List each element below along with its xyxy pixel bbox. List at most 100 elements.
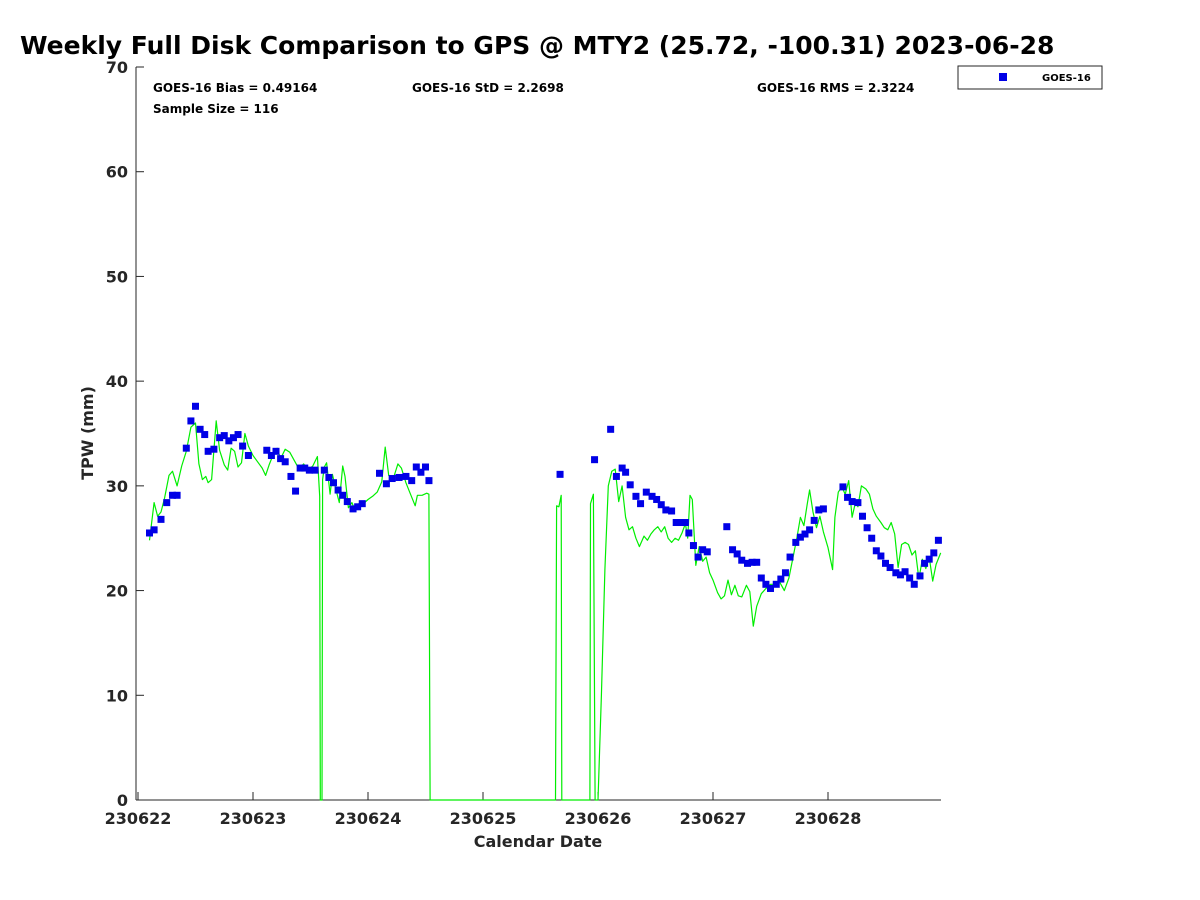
x-tick-label: 230622	[105, 809, 172, 828]
goes16-point	[220, 432, 228, 440]
goes16-point	[738, 556, 746, 564]
goes16-point	[425, 477, 433, 485]
goes16-point	[733, 550, 741, 558]
goes16-points	[146, 402, 942, 592]
goes16-point	[334, 486, 342, 494]
goes16-point	[767, 584, 774, 592]
goes16-point	[339, 491, 347, 499]
goes16-point	[182, 444, 190, 452]
goes16-point	[685, 529, 693, 537]
goes16-point	[854, 499, 862, 507]
goes16-point	[169, 491, 176, 499]
goes16-point	[896, 571, 904, 579]
goes16-point	[196, 425, 204, 433]
y-tick-label: 0	[117, 791, 128, 810]
goes16-point	[325, 473, 333, 481]
goes16-point	[210, 445, 218, 453]
legend: GOES-16	[957, 65, 1103, 90]
goes16-point	[618, 464, 626, 472]
goes16-point	[744, 559, 751, 567]
goes16-point	[412, 463, 420, 471]
y-axis-ticks: 0 10 20 30 40 50 60 70	[106, 58, 144, 810]
y-tick-label: 20	[106, 582, 128, 601]
goes16-point	[819, 505, 827, 513]
goes16-point	[681, 519, 689, 527]
goes16-point	[408, 477, 416, 485]
goes16-point	[930, 549, 938, 557]
goes16-point	[395, 473, 403, 481]
x-tick-label: 230624	[335, 809, 402, 828]
goes16-point	[657, 501, 665, 509]
goes16-point	[612, 472, 620, 480]
goes16-point	[668, 507, 676, 515]
goes16-point	[839, 483, 847, 491]
sample-size-stat: Sample Size = 116	[153, 102, 279, 116]
goes16-point	[653, 495, 661, 503]
goes16-point	[320, 466, 328, 474]
goes16-point	[892, 569, 900, 577]
goes16-point	[863, 524, 871, 532]
goes16-point	[757, 574, 765, 582]
goes16-point	[777, 575, 785, 583]
y-tick-label: 30	[106, 477, 128, 496]
goes16-point	[748, 558, 756, 566]
goes16-point	[146, 529, 153, 537]
goes16-point	[296, 464, 304, 472]
goes16-point	[916, 572, 924, 580]
goes16-point	[694, 553, 702, 561]
legend-square-marker	[999, 73, 1007, 81]
goes16-point	[187, 417, 195, 425]
goes16-point	[781, 569, 789, 577]
goes16-point	[699, 546, 707, 554]
goes16-point	[906, 574, 914, 582]
goes16-point	[844, 493, 852, 501]
goes16-point	[173, 491, 181, 499]
bias-stat: GOES-16 Bias = 0.49164	[153, 81, 317, 95]
goes16-point	[354, 503, 362, 511]
goes16-point	[163, 499, 171, 507]
goes16-point	[292, 487, 300, 495]
goes16-point	[225, 437, 233, 445]
goes16-point	[642, 488, 650, 496]
gps-line-path	[148, 420, 942, 801]
goes16-point	[810, 516, 818, 524]
goes16-point	[402, 472, 410, 480]
goes16-point	[281, 458, 289, 466]
x-tick-label: 230623	[220, 809, 287, 828]
goes16-point	[388, 475, 396, 483]
goes16-point	[201, 431, 209, 439]
goes16-point	[806, 526, 814, 534]
goes16-point	[796, 533, 804, 541]
x-tick-label: 230626	[565, 809, 632, 828]
goes16-point	[877, 552, 885, 560]
goes16-point	[677, 519, 685, 527]
goes16-point	[277, 455, 285, 463]
goes16-point	[556, 470, 564, 478]
goes16-point	[358, 500, 366, 508]
legend-box	[957, 65, 1103, 90]
goes16-point	[801, 530, 809, 538]
goes16-point	[792, 538, 800, 546]
goes16-point	[192, 402, 199, 410]
goes16-point	[648, 492, 656, 500]
x-tick-label: 230627	[680, 809, 747, 828]
goes16-point	[729, 546, 737, 554]
x-tick-label: 230628	[795, 809, 862, 828]
goes16-point	[301, 464, 309, 472]
goes16-point	[815, 506, 823, 514]
y-tick-label: 50	[106, 267, 128, 286]
x-axis-ticks: 230622 230623 230624 230625 230626 230627 2306…	[105, 792, 862, 828]
goes16-point	[607, 425, 615, 433]
legend-label: GOES-16	[1042, 73, 1091, 84]
goes16-point	[229, 434, 237, 442]
goes16-point	[349, 505, 357, 513]
x-axis-label: Calendar Date	[474, 832, 603, 851]
goes16-point	[422, 463, 429, 471]
goes16-point	[244, 451, 252, 459]
goes16-point	[263, 446, 271, 454]
goes16-point	[417, 468, 425, 476]
goes16-point	[150, 526, 158, 534]
goes16-point	[591, 456, 599, 464]
y-tick-label: 10	[106, 686, 128, 705]
